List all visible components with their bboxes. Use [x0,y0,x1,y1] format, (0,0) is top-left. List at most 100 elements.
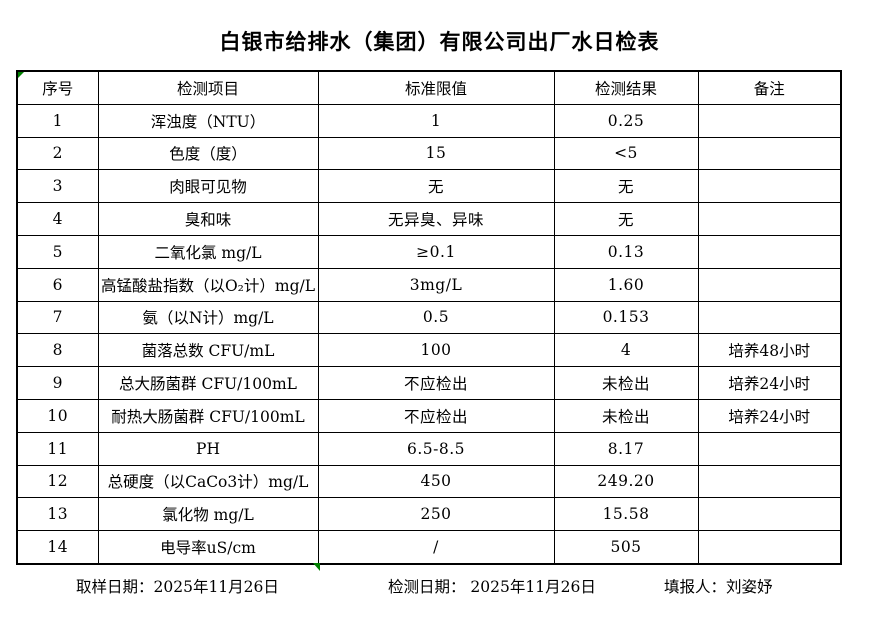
cell-limit: 250 [317,497,555,532]
cell-limit: 无 [317,169,555,204]
cell-item: 臭和味 [97,202,319,236]
header-remark: 备注 [697,70,842,105]
table-row: 13 氯化物 mg/L 250 15.58 [16,497,842,532]
cell-remark [697,267,842,302]
cell-limit: 450 [317,464,555,499]
table-row: 9 总大肠菌群 CFU/100mL 不应检出 未检出 培养24小时 [16,366,842,400]
cell-result: 0.25 [553,103,699,138]
cell-limit: 6.5-8.5 [317,431,555,466]
excel-error-marker-icon [18,72,24,78]
cell-remark: 培养24小时 [697,366,842,400]
cell-item: 总大肠菌群 CFU/100mL [97,366,319,400]
cell-result: 无 [553,169,699,204]
table-row: 8 菌落总数 CFU/mL 100 4 培养48小时 [16,333,842,368]
cell-result: 15.58 [553,497,699,532]
sampling-date-label: 取样日期：2025年11月26日 [76,578,279,596]
table-row: 1 浑浊度（NTU） 1 0.25 [16,103,842,138]
cell-result: 未检出 [553,366,699,400]
reporter-label: 填报人：刘姿妤 [664,578,773,596]
cell-no: 4 [16,202,99,236]
table-row: 14 电导率uS/cm / 505 [16,530,842,565]
cell-result: 4 [553,333,699,368]
inspection-table: 序号 检测项目 标准限值 检测结果 备注 1 浑浊度（NTU） 1 0.25 2… [16,70,842,565]
page-title: 白银市给排水（集团）有限公司出厂水日检表 [219,29,660,54]
cell-item: PH [97,431,319,466]
table-body: 1 浑浊度（NTU） 1 0.25 2 色度（度） 15 <5 3 肉眼可见物 … [16,103,842,565]
cell-limit: / [317,530,555,565]
cell-result: 249.20 [553,464,699,499]
cell-limit: 100 [317,333,555,368]
cell-result: 无 [553,202,699,236]
cell-no: 10 [16,398,99,433]
cell-remark [697,464,842,499]
table-row: 10 耐热大肠菌群 CFU/100mL 不应检出 未检出 培养24小时 [16,398,842,433]
cell-result: 1.60 [553,267,699,302]
cell-remark: 培养24小时 [697,398,842,433]
excel-artifact-marker-icon [313,563,320,571]
cell-limit: 0.5 [317,300,555,335]
cell-no: 12 [16,464,99,499]
cell-result: 8.17 [553,431,699,466]
cell-remark: 培养48小时 [697,333,842,368]
testing-date-label: 检测日期： 2025年11月26日 [388,578,596,596]
cell-no: 5 [16,234,99,269]
table-header: 序号 检测项目 标准限值 检测结果 备注 [16,70,842,105]
cell-result: 未检出 [553,398,699,433]
cell-no: 7 [16,300,99,335]
cell-item: 二氧化氯 mg/L [97,234,319,269]
cell-result: 505 [553,530,699,565]
cell-item: 耐热大肠菌群 CFU/100mL [97,398,319,433]
cell-remark [697,234,842,269]
cell-limit: ≥0.1 [317,234,555,269]
table-row: 2 色度（度） 15 <5 [16,136,842,171]
cell-result: <5 [553,136,699,171]
header-item: 检测项目 [97,70,319,105]
cell-remark [697,300,842,335]
cell-limit: 不应检出 [317,366,555,400]
cell-no: 9 [16,366,99,400]
cell-limit: 无异臭、异味 [317,202,555,236]
cell-limit: 15 [317,136,555,171]
cell-remark [697,497,842,532]
header-limit: 标准限值 [317,70,555,105]
table-row: 5 二氧化氯 mg/L ≥0.1 0.13 [16,234,842,269]
cell-result: 0.153 [553,300,699,335]
cell-no: 8 [16,333,99,368]
cell-no: 11 [16,431,99,466]
cell-item: 高锰酸盐指数（以O₂计）mg/L [97,267,319,302]
table-row: 11 PH 6.5-8.5 8.17 [16,431,842,466]
cell-no: 14 [16,530,99,565]
cell-remark [697,103,842,138]
cell-item: 浑浊度（NTU） [97,103,319,138]
cell-no: 3 [16,169,99,204]
cell-no: 2 [16,136,99,171]
cell-limit: 1 [317,103,555,138]
cell-item: 氨（以N计）mg/L [97,300,319,335]
table-row: 4 臭和味 无异臭、异味 无 [16,202,842,236]
cell-item: 氯化物 mg/L [97,497,319,532]
table-row: 7 氨（以N计）mg/L 0.5 0.153 [16,300,842,335]
cell-remark [697,169,842,204]
cell-no: 1 [16,103,99,138]
header-no: 序号 [16,70,99,105]
footer: 取样日期：2025年11月26日 检测日期： 2025年11月26日 填报人：刘… [0,575,879,597]
cell-item: 菌落总数 CFU/mL [97,333,319,368]
cell-item: 肉眼可见物 [97,169,319,204]
header-result: 检测结果 [553,70,699,105]
cell-no: 13 [16,497,99,532]
cell-no: 6 [16,267,99,302]
cell-remark [697,530,842,565]
table-row: 6 高锰酸盐指数（以O₂计）mg/L 3mg/L 1.60 [16,267,842,302]
cell-remark [697,202,842,236]
table-row: 3 肉眼可见物 无 无 [16,169,842,204]
cell-item: 电导率uS/cm [97,530,319,565]
cell-remark [697,136,842,171]
cell-limit: 不应检出 [317,398,555,433]
cell-result: 0.13 [553,234,699,269]
table-row: 12 总硬度（以CaCo3计）mg/L 450 249.20 [16,464,842,499]
cell-item: 总硬度（以CaCo3计）mg/L [97,464,319,499]
cell-remark [697,431,842,466]
header-row: 序号 检测项目 标准限值 检测结果 备注 [16,70,842,105]
cell-item: 色度（度） [97,136,319,171]
